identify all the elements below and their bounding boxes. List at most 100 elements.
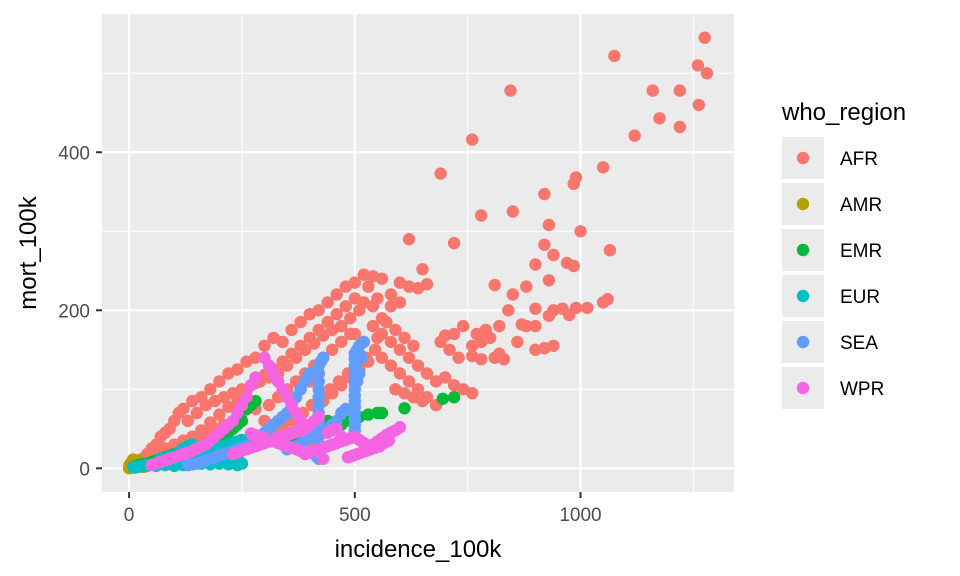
data-point	[276, 355, 289, 368]
data-point	[312, 323, 325, 337]
data-point	[393, 296, 407, 309]
data-point	[416, 394, 429, 408]
data-point	[398, 331, 411, 345]
legend-label: WPR	[840, 379, 884, 400]
data-point	[222, 367, 235, 380]
data-point	[506, 205, 519, 218]
data-point	[384, 335, 398, 349]
data-point	[596, 161, 610, 174]
legend-swatch	[796, 243, 810, 257]
data-point	[357, 268, 370, 281]
x-axis-title: incidence_100k	[335, 536, 503, 563]
legend-label: AMR	[840, 195, 882, 216]
data-point	[646, 84, 659, 97]
data-point	[402, 351, 416, 364]
data-point	[411, 359, 425, 372]
data-point	[362, 280, 375, 293]
data-point	[181, 458, 194, 472]
data-point	[567, 177, 580, 191]
data-point	[303, 331, 316, 345]
data-point	[294, 339, 307, 352]
data-point	[341, 451, 355, 464]
data-point	[601, 293, 614, 306]
data-point	[488, 278, 501, 292]
data-point	[466, 133, 479, 146]
data-point	[344, 327, 357, 341]
data-point	[204, 383, 217, 396]
data-point	[488, 351, 501, 364]
data-point	[332, 375, 346, 388]
series-wpr	[145, 351, 407, 472]
y-tick-label: 0	[79, 459, 90, 480]
legend-swatch	[796, 381, 810, 395]
data-point	[339, 402, 352, 416]
data-point	[339, 280, 352, 293]
data-point	[502, 304, 515, 317]
data-point	[303, 308, 316, 321]
data-point	[529, 258, 542, 271]
legend-item-amr: AMR	[782, 183, 882, 225]
data-point	[330, 308, 343, 321]
data-point	[384, 288, 398, 301]
legend-item-wpr: WPR	[782, 367, 884, 409]
data-point	[294, 315, 307, 329]
plot-panel	[102, 14, 734, 492]
y-tick-label: 200	[58, 301, 90, 322]
data-point	[244, 379, 258, 392]
data-point	[538, 238, 551, 251]
data-point	[402, 233, 416, 246]
data-point	[504, 84, 517, 97]
data-point	[542, 218, 556, 232]
legend-label: EMR	[840, 241, 882, 262]
data-point	[335, 335, 348, 349]
data-point	[484, 331, 497, 345]
data-point	[317, 452, 330, 465]
data-point	[603, 244, 617, 257]
data-point	[563, 308, 576, 322]
data-point	[398, 402, 411, 415]
legend: who_region AFR AMR EMR EUR SEA WPR	[781, 99, 906, 409]
data-point	[323, 383, 337, 396]
data-point	[368, 343, 382, 356]
data-point	[262, 398, 276, 412]
legend-swatch	[796, 197, 810, 211]
data-point	[181, 414, 194, 428]
data-point	[339, 300, 352, 313]
data-point	[547, 248, 560, 262]
legend-item-eur: EUR	[782, 275, 880, 317]
data-point	[348, 292, 361, 305]
data-point	[355, 351, 368, 364]
data-point	[438, 371, 452, 384]
y-tick-label: 400	[58, 143, 90, 164]
data-point	[466, 387, 479, 400]
legend-swatch	[796, 335, 810, 349]
data-point	[698, 31, 711, 44]
data-point	[520, 280, 533, 293]
data-point	[380, 315, 393, 329]
data-point	[466, 349, 479, 363]
data-point	[393, 367, 407, 380]
data-point	[213, 408, 226, 421]
data-point	[244, 427, 258, 440]
data-point	[538, 187, 551, 201]
data-points	[122, 31, 714, 475]
data-point	[443, 343, 456, 356]
data-point	[416, 263, 429, 276]
grid-lines	[102, 14, 734, 492]
data-point	[475, 209, 488, 222]
data-point	[321, 296, 334, 309]
data-point	[330, 288, 343, 301]
data-point	[226, 447, 240, 461]
data-point	[673, 84, 686, 97]
data-point	[326, 343, 339, 356]
data-point	[529, 302, 542, 315]
data-point	[262, 359, 276, 372]
data-point	[520, 319, 533, 333]
data-point	[285, 347, 298, 360]
data-point	[692, 98, 705, 112]
data-point	[344, 312, 357, 325]
data-point	[434, 167, 447, 180]
data-point	[529, 319, 542, 333]
data-point	[213, 375, 226, 388]
